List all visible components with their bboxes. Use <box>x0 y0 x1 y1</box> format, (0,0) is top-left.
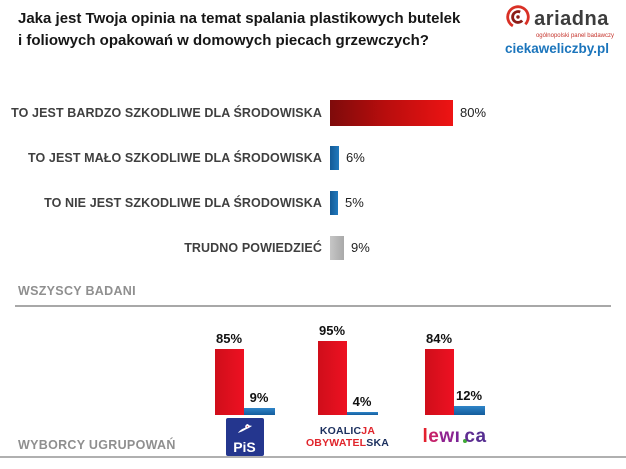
value-label: 9% <box>351 240 370 255</box>
red-bar <box>424 349 454 415</box>
pis-logo-text: PiS <box>233 438 256 455</box>
divider-line <box>15 305 611 307</box>
category-label: TO NIE JEST SZKODLIWE DLA ŚRODOWISKA <box>44 195 322 210</box>
value-label: 6% <box>346 150 365 165</box>
party-chart-ko: 95% 4% <box>295 318 400 415</box>
ariadna-brand-name: ariadna <box>534 8 609 30</box>
ariadna-brand-block: ariadna ogólnopolski panel badawczy ciek… <box>496 4 618 56</box>
title-line-1: Jaka jest Twoja opinia na temat spalania… <box>18 10 461 27</box>
blue-bar <box>453 406 485 415</box>
blue-bar <box>346 412 378 415</box>
ariadna-logo-row: ariadna <box>496 4 618 35</box>
category-label: TRUDNO POWIEDZIEĆ <box>184 240 322 255</box>
hbar <box>330 145 339 170</box>
value-label: 12% <box>455 388 483 403</box>
lewica-logo-text: lewı ca <box>422 426 487 447</box>
ariadna-tagline: ogólnopolski panel badawczy <box>535 33 614 39</box>
hbar <box>330 190 338 215</box>
party-chart-pis: 85% 9% <box>192 318 297 415</box>
ko-logo-line-2: OBYWATELSKA <box>305 437 390 449</box>
value-label: 95% <box>318 323 346 338</box>
value-label: 5% <box>345 195 364 210</box>
blue-bar <box>243 408 275 415</box>
hbar-row: TO JEST BARDZO SZKODLIWE DLA ŚRODOWISKA … <box>0 90 626 135</box>
divider-line <box>0 456 626 458</box>
party-results-charts: 85% 9% 95% 4% 84% 12% <box>0 318 626 415</box>
category-label: TO JEST MAŁO SZKODLIWE DLA ŚRODOWISKA <box>28 150 322 165</box>
pis-logo: PiS <box>192 417 297 457</box>
page-title: Jaka jest Twoja opinia na temat spalania… <box>18 8 498 52</box>
pis-bird-icon <box>237 421 253 439</box>
party-chart-lewica: 84% 12% <box>402 318 507 415</box>
overall-results-chart: TO JEST BARDZO SZKODLIWE DLA ŚRODOWISKA … <box>0 90 626 270</box>
hbar <box>330 235 344 260</box>
value-label: 9% <box>249 390 269 405</box>
hbar-row: TO JEST MAŁO SZKODLIWE DLA ŚRODOWISKA 6% <box>0 135 626 180</box>
section-label-all-respondents: WSZYSCY BADANI <box>18 284 136 298</box>
value-label: 85% <box>215 331 243 346</box>
koalicja-obywatelska-logo: KOALICJA OBYWATELSKA <box>295 417 400 457</box>
section-label-party-voters: WYBORCY UGRUPOWAŃ <box>18 438 176 452</box>
red-bar <box>317 341 347 415</box>
lewica-logo: lewı ca <box>402 417 507 457</box>
value-label: 84% <box>425 331 453 346</box>
hbar-row: TO NIE JEST SZKODLIWE DLA ŚRODOWISKA 5% <box>0 180 626 225</box>
hbar <box>330 99 453 126</box>
red-bar <box>214 349 244 415</box>
title-line-2: i foliowych opakowań w domowych piecach … <box>18 31 429 49</box>
ciekaweliczby-site-label: ciekaweliczby.pl <box>504 41 610 56</box>
ko-logo-line-1: KOALICJA <box>319 424 376 437</box>
value-label: 4% <box>352 394 372 409</box>
value-label: 80% <box>460 105 487 120</box>
hbar-row: TRUDNO POWIEDZIEĆ 9% <box>0 225 626 270</box>
category-label: TO JEST BARDZO SZKODLIWE DLA ŚRODOWISKA <box>11 105 322 120</box>
ariadna-spiral-icon <box>505 4 531 35</box>
